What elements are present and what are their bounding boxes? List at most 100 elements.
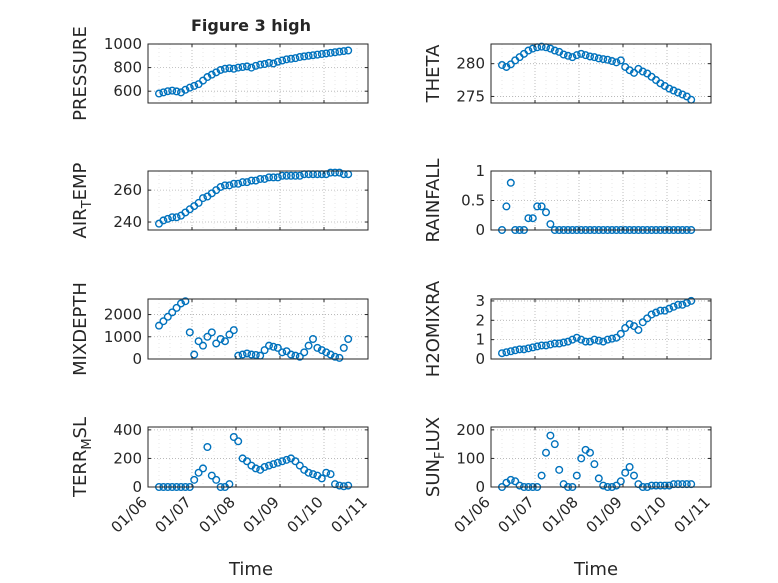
data-point	[326, 470, 335, 479]
subplot-2: 275 280 THETA	[423, 42, 712, 105]
data-point	[194, 468, 203, 477]
axes-frame	[147, 298, 369, 360]
y-tick-label: 200	[113, 449, 142, 467]
data-point	[247, 350, 256, 359]
data-point	[238, 63, 247, 72]
data-point	[260, 60, 269, 69]
data-point	[295, 352, 304, 361]
data-point	[190, 350, 199, 359]
data-point	[678, 300, 687, 309]
data-point	[616, 56, 625, 65]
y-tick-label: 275	[456, 87, 485, 105]
data-point	[251, 176, 260, 185]
data-point	[287, 54, 296, 63]
data-point	[278, 171, 287, 180]
data-point	[542, 341, 551, 350]
data-point	[586, 448, 595, 457]
data-point	[168, 213, 177, 222]
data-point	[331, 352, 340, 361]
data-point	[216, 65, 225, 74]
data-point	[273, 173, 282, 182]
y-tick-label: 0	[132, 478, 142, 496]
axes-frame	[147, 170, 369, 231]
y-tick-label: 0	[475, 350, 485, 368]
data-point	[242, 349, 251, 358]
data-point	[537, 202, 546, 211]
data-point	[238, 178, 247, 187]
data-point	[198, 341, 207, 350]
data-point	[260, 174, 269, 183]
data-point	[621, 468, 630, 477]
data-point	[234, 437, 243, 446]
data-point	[652, 481, 661, 490]
data-point	[542, 448, 551, 457]
data-point	[608, 334, 617, 343]
data-point	[594, 336, 603, 345]
data-point	[506, 178, 515, 187]
data-point	[550, 440, 559, 449]
data-point	[317, 50, 326, 59]
axes-frame	[490, 426, 712, 488]
data-point	[269, 173, 278, 182]
data-point	[612, 481, 621, 490]
data-point	[225, 64, 234, 73]
data-point	[207, 328, 216, 337]
data-point	[643, 314, 652, 323]
data-point	[660, 481, 669, 490]
data-point	[533, 342, 542, 351]
data-point	[511, 477, 520, 486]
data-point	[304, 468, 313, 477]
y-axis-label: MIXDEPTH	[70, 282, 91, 376]
data-point	[322, 468, 331, 477]
data-point	[528, 44, 537, 53]
data-point	[594, 474, 603, 483]
x-axis-label-left: Time	[228, 559, 273, 580]
data-point	[251, 351, 260, 360]
data-point	[581, 51, 590, 60]
data-point	[163, 87, 172, 96]
data-point	[291, 457, 300, 466]
data-point	[621, 324, 630, 333]
data-point	[590, 53, 599, 62]
data-point	[674, 300, 683, 309]
data-point	[322, 49, 331, 58]
data-point	[564, 51, 573, 60]
data-point	[238, 350, 247, 359]
data-point	[335, 481, 344, 490]
y-tick-label: 100	[456, 449, 485, 467]
data-point	[335, 47, 344, 56]
data-point	[265, 341, 274, 350]
data-point	[674, 88, 683, 97]
data-point	[154, 321, 163, 330]
y-tick-label: 400	[113, 421, 142, 439]
subplot-1: 600 800 1000 PRESSURE	[70, 26, 369, 121]
data-point	[502, 202, 511, 211]
data-point	[656, 481, 665, 490]
data-point	[586, 337, 595, 346]
data-point	[515, 345, 524, 354]
data-point	[234, 63, 243, 72]
data-point	[172, 213, 181, 222]
data-point	[251, 464, 260, 473]
data-point	[207, 70, 216, 79]
data-point	[225, 181, 234, 190]
data-point	[520, 345, 529, 354]
data-point	[313, 50, 322, 59]
y-tick-label: 0	[475, 221, 485, 239]
figure-title: Figure 3 high	[191, 16, 311, 35]
data-point	[247, 63, 256, 72]
data-point	[577, 454, 586, 463]
data-point	[524, 214, 533, 223]
data-point	[634, 325, 643, 334]
data-point	[295, 52, 304, 61]
data-point	[577, 49, 586, 58]
axes-frame	[490, 43, 712, 104]
data-point	[568, 335, 577, 344]
y-tick-label: 800	[113, 59, 142, 77]
data-point	[172, 87, 181, 96]
data-point	[247, 176, 256, 185]
data-point	[300, 52, 309, 61]
y-axis-label: H2OMIXRA	[423, 280, 444, 377]
data-point	[652, 308, 661, 317]
data-point	[163, 214, 172, 223]
